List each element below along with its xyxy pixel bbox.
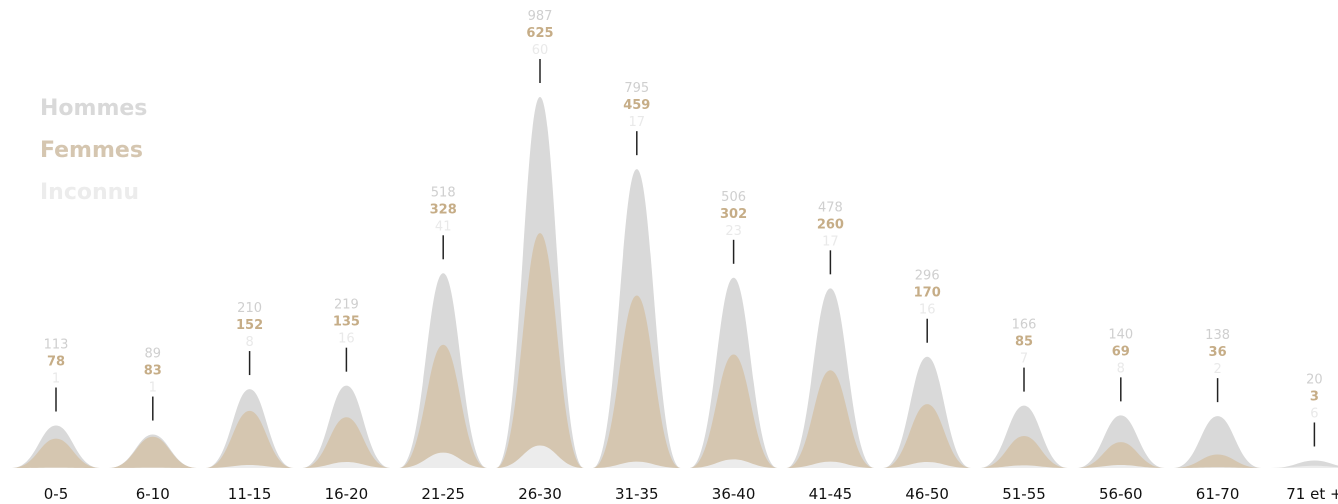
value-label-inconnu-11-15: 8: [245, 335, 253, 350]
bump-femmes-6-10: [108, 436, 197, 468]
bump-inconnu-46-50: [883, 461, 972, 468]
category-label-16-20: 16-20: [325, 485, 369, 503]
value-label-femmes-36-40: 302: [720, 207, 747, 222]
legend: Hommes Femmes Inconnu: [40, 96, 147, 222]
value-label-hommes-21-25: 518: [431, 185, 456, 200]
category-label-46-50: 46-50: [905, 485, 949, 503]
value-label-hommes-0-5: 113: [44, 338, 69, 353]
value-label-inconnu-61-70: 2: [1213, 362, 1221, 377]
value-label-femmes-51-55: 85: [1015, 335, 1033, 350]
bump-femmes-41-45: [786, 370, 875, 468]
category-label-26-30: 26-30: [518, 485, 562, 503]
value-label-hommes-31-35: 795: [624, 81, 649, 96]
bump-femmes-56-60: [1076, 442, 1165, 468]
value-label-inconnu-56-60: 8: [1117, 361, 1125, 376]
value-label-inconnu-26-30: 60: [532, 43, 549, 58]
value-label-hommes-51-55: 166: [1012, 318, 1037, 333]
bump-femmes-21-25: [399, 344, 488, 468]
value-label-femmes-56-60: 69: [1112, 344, 1130, 359]
bump-inconnu-26-30: [496, 445, 584, 468]
value-labels: 1781131838981522101613521941328518606259…: [44, 9, 1323, 421]
bump-femmes-16-20: [302, 417, 391, 468]
category-label-6-10: 6-10: [136, 485, 170, 503]
bump-femmes-31-35: [592, 295, 681, 468]
value-label-inconnu-6-10: 1: [149, 381, 157, 396]
bump-inconnu-71 et +: [1270, 465, 1338, 468]
bump-femmes-51-55: [980, 436, 1068, 468]
legend-item-inconnu: Inconnu: [40, 180, 139, 205]
value-label-inconnu-16-20: 16: [338, 332, 355, 347]
bump-femmes-26-30: [496, 233, 584, 468]
category-label-21-25: 21-25: [421, 485, 465, 503]
value-label-hommes-6-10: 89: [145, 347, 162, 362]
value-label-inconnu-21-25: 41: [435, 219, 452, 234]
series-hommes: [12, 97, 1338, 468]
value-label-hommes-11-15: 210: [237, 301, 262, 316]
category-label-61-70: 61-70: [1196, 485, 1240, 503]
value-label-hommes-71 et +: 20: [1306, 372, 1323, 387]
bump-inconnu-31-35: [592, 461, 681, 468]
bump-inconnu-56-60: [1076, 464, 1165, 468]
value-label-hommes-46-50: 296: [915, 269, 940, 284]
value-label-femmes-61-70: 36: [1209, 345, 1227, 360]
value-label-femmes-71 et +: 3: [1310, 389, 1319, 404]
bump-hommes-61-70: [1173, 416, 1262, 468]
value-label-femmes-41-45: 260: [817, 217, 844, 232]
value-label-femmes-11-15: 152: [236, 318, 263, 333]
category-label-36-40: 36-40: [712, 485, 756, 503]
legend-item-femmes: Femmes: [40, 138, 143, 163]
bump-inconnu-11-15: [205, 464, 294, 468]
bump-inconnu-61-70: [1173, 467, 1262, 468]
legend-item-hommes: Hommes: [40, 96, 148, 121]
bump-femmes-36-40: [689, 354, 778, 468]
bump-femmes-11-15: [205, 410, 294, 468]
value-label-hommes-26-30: 987: [528, 9, 553, 24]
bump-inconnu-51-55: [980, 465, 1068, 468]
value-label-inconnu-31-35: 17: [629, 115, 646, 130]
value-label-femmes-26-30: 625: [526, 26, 553, 41]
category-label-71 et +: 71 et +: [1286, 485, 1338, 503]
x-axis-labels: 0-5 6-10 11-15 16-20 21-25 26-30 31-35 36-40 41-…: [44, 485, 1338, 503]
value-label-femmes-46-50: 170: [914, 286, 941, 301]
value-label-femmes-21-25: 328: [430, 202, 457, 217]
bump-hommes-56-60: [1076, 415, 1165, 468]
value-label-femmes-31-35: 459: [623, 98, 650, 113]
value-label-inconnu-71 et +: 6: [1310, 406, 1318, 421]
bump-femmes-46-50: [883, 404, 972, 468]
category-label-41-45: 41-45: [809, 485, 853, 503]
value-label-inconnu-0-5: 1: [52, 372, 60, 387]
bump-femmes-61-70: [1173, 454, 1262, 468]
value-stems: [55, 59, 1316, 447]
bump-femmes-0-5: [12, 438, 100, 468]
value-label-inconnu-36-40: 23: [725, 224, 742, 239]
value-label-inconnu-46-50: 16: [919, 303, 936, 318]
category-label-0-5: 0-5: [44, 485, 69, 503]
bump-inconnu-41-45: [786, 461, 875, 468]
series-inconnu: [12, 445, 1338, 468]
value-label-hommes-61-70: 138: [1205, 328, 1230, 343]
series-femmes: [12, 233, 1338, 468]
category-label-11-15: 11-15: [228, 485, 272, 503]
value-label-femmes-0-5: 78: [47, 355, 65, 370]
value-label-hommes-36-40: 506: [721, 190, 746, 205]
value-label-femmes-6-10: 83: [144, 364, 162, 379]
category-label-56-60: 56-60: [1099, 485, 1143, 503]
bump-inconnu-16-20: [302, 461, 391, 468]
value-label-femmes-16-20: 135: [333, 315, 360, 330]
category-label-31-35: 31-35: [615, 485, 659, 503]
category-label-51-55: 51-55: [1002, 485, 1046, 503]
value-label-hommes-56-60: 140: [1108, 327, 1133, 342]
value-label-hommes-16-20: 219: [334, 298, 359, 313]
value-label-hommes-41-45: 478: [818, 200, 843, 215]
value-label-inconnu-41-45: 17: [822, 234, 839, 249]
value-label-inconnu-51-55: 7: [1020, 352, 1028, 367]
bump-inconnu-36-40: [689, 459, 778, 468]
bump-inconnu-21-25: [399, 452, 488, 468]
